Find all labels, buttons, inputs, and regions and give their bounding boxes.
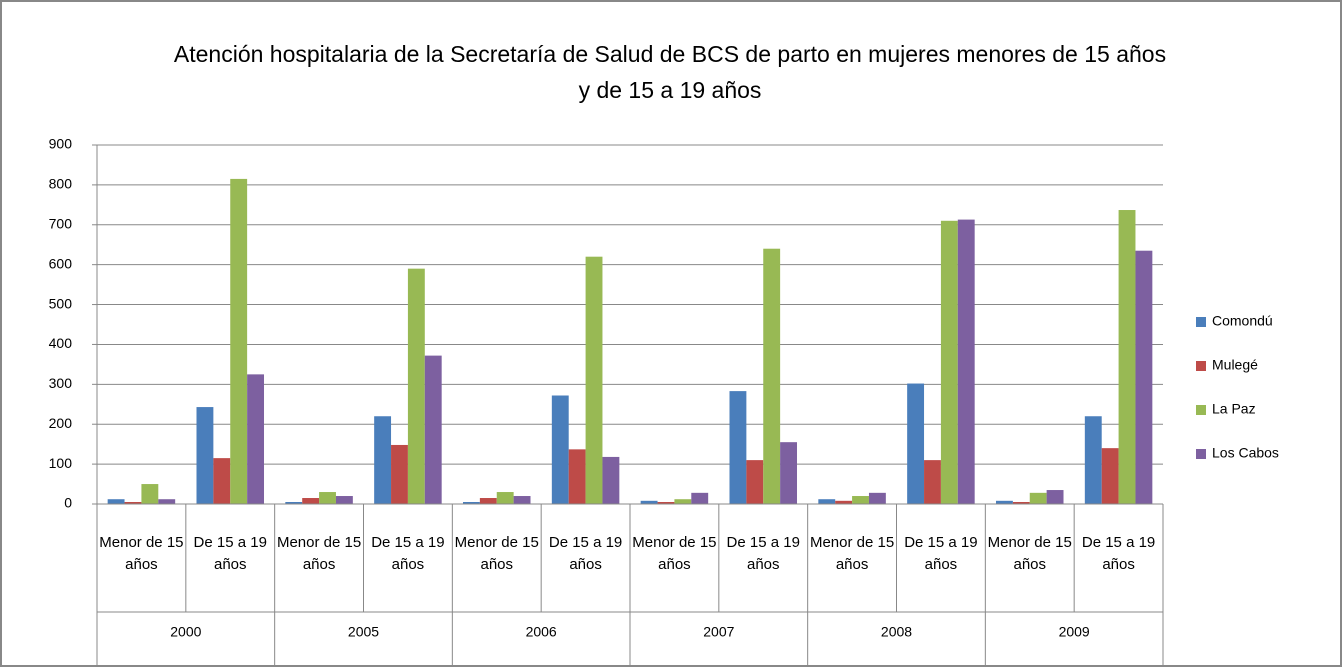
x-tick-label: Menor de 15 años (987, 534, 1072, 573)
x-tick-label: De 15 a 19 años (193, 534, 267, 573)
x-tick-label: Menor de 15 años (454, 534, 539, 573)
legend-swatch (1196, 317, 1206, 327)
bar (691, 492, 709, 504)
legend-swatch (1196, 405, 1206, 415)
bar (780, 442, 798, 504)
bar (818, 499, 836, 504)
y-tick-label: 300 (49, 375, 73, 391)
bar (1118, 210, 1136, 504)
bar (302, 498, 320, 504)
x-tick-label: Menor de 15 años (276, 534, 362, 573)
group-label: 2009 (1059, 624, 1090, 640)
bar (585, 256, 603, 504)
bar (107, 499, 125, 504)
bar (674, 499, 692, 504)
bar (640, 500, 658, 504)
y-tick-label: 100 (49, 455, 73, 471)
y-tick-label: 600 (49, 255, 73, 271)
y-tick-label: 0 (64, 495, 72, 511)
bar (924, 460, 941, 504)
bar (746, 460, 764, 504)
bar (1135, 250, 1153, 504)
y-tick-label: 400 (49, 335, 73, 351)
x-tick-label: Menor de 15 años (99, 534, 184, 573)
bar (995, 500, 1013, 504)
bar (657, 502, 675, 504)
legend-swatch (1196, 361, 1206, 371)
x-tick-label: De 15 a 19 años (904, 534, 978, 573)
bar (285, 502, 303, 504)
bar (391, 444, 408, 504)
bar (568, 449, 586, 504)
group-label: 2006 (526, 624, 557, 640)
bar (940, 220, 958, 505)
bar (196, 407, 214, 504)
x-tick-label: De 15 a 19 años (548, 534, 623, 573)
legend-label: Mulegé (1212, 357, 1258, 373)
bar (1084, 416, 1102, 504)
x-tick-label: De 15 a 19 años (1081, 534, 1156, 573)
bar (551, 395, 569, 504)
bar (462, 502, 480, 504)
bar (230, 178, 248, 504)
y-tick-label: 700 (49, 215, 73, 231)
group-label: 2005 (348, 624, 379, 640)
group-label: 2008 (881, 624, 912, 640)
legend-swatch (1196, 449, 1206, 459)
bar (1012, 502, 1030, 504)
y-tick-label: 200 (49, 415, 73, 431)
chart-title: Atención hospitalaria de la Secretaría d… (173, 41, 1167, 103)
legend-label: Comondú (1212, 313, 1273, 329)
bar (907, 383, 925, 504)
y-tick-label: 500 (49, 295, 73, 311)
y-tick-label: 800 (49, 176, 73, 192)
bar (513, 496, 531, 504)
x-tick-label: De 15 a 19 años (371, 534, 445, 573)
bar (213, 458, 231, 504)
bar (374, 416, 392, 504)
bar (124, 502, 142, 504)
bar (602, 456, 620, 504)
x-tick-label: De 15 a 19 años (726, 534, 800, 573)
bar (247, 374, 265, 504)
bar (319, 492, 336, 504)
bar (763, 248, 781, 504)
bar (868, 492, 886, 504)
bar (1046, 490, 1064, 504)
bar (158, 499, 176, 504)
bar (835, 500, 853, 504)
bar (141, 484, 159, 504)
bar (496, 492, 514, 504)
bar (424, 355, 442, 504)
bar (1029, 492, 1047, 504)
x-tick-label: Menor de 15 años (809, 534, 895, 573)
bar (1101, 448, 1119, 504)
bar (335, 496, 353, 504)
bar (852, 496, 869, 504)
legend-label: La Paz (1212, 401, 1256, 417)
group-label: 2007 (703, 624, 734, 640)
bar (407, 268, 425, 504)
legend-label: Los Cabos (1212, 445, 1279, 461)
bar (479, 498, 497, 504)
bar (729, 391, 747, 504)
group-label: 2000 (170, 624, 201, 640)
x-tick-label: Menor de 15 años (632, 534, 717, 573)
y-tick-label: 900 (49, 136, 73, 152)
bar (957, 219, 975, 504)
